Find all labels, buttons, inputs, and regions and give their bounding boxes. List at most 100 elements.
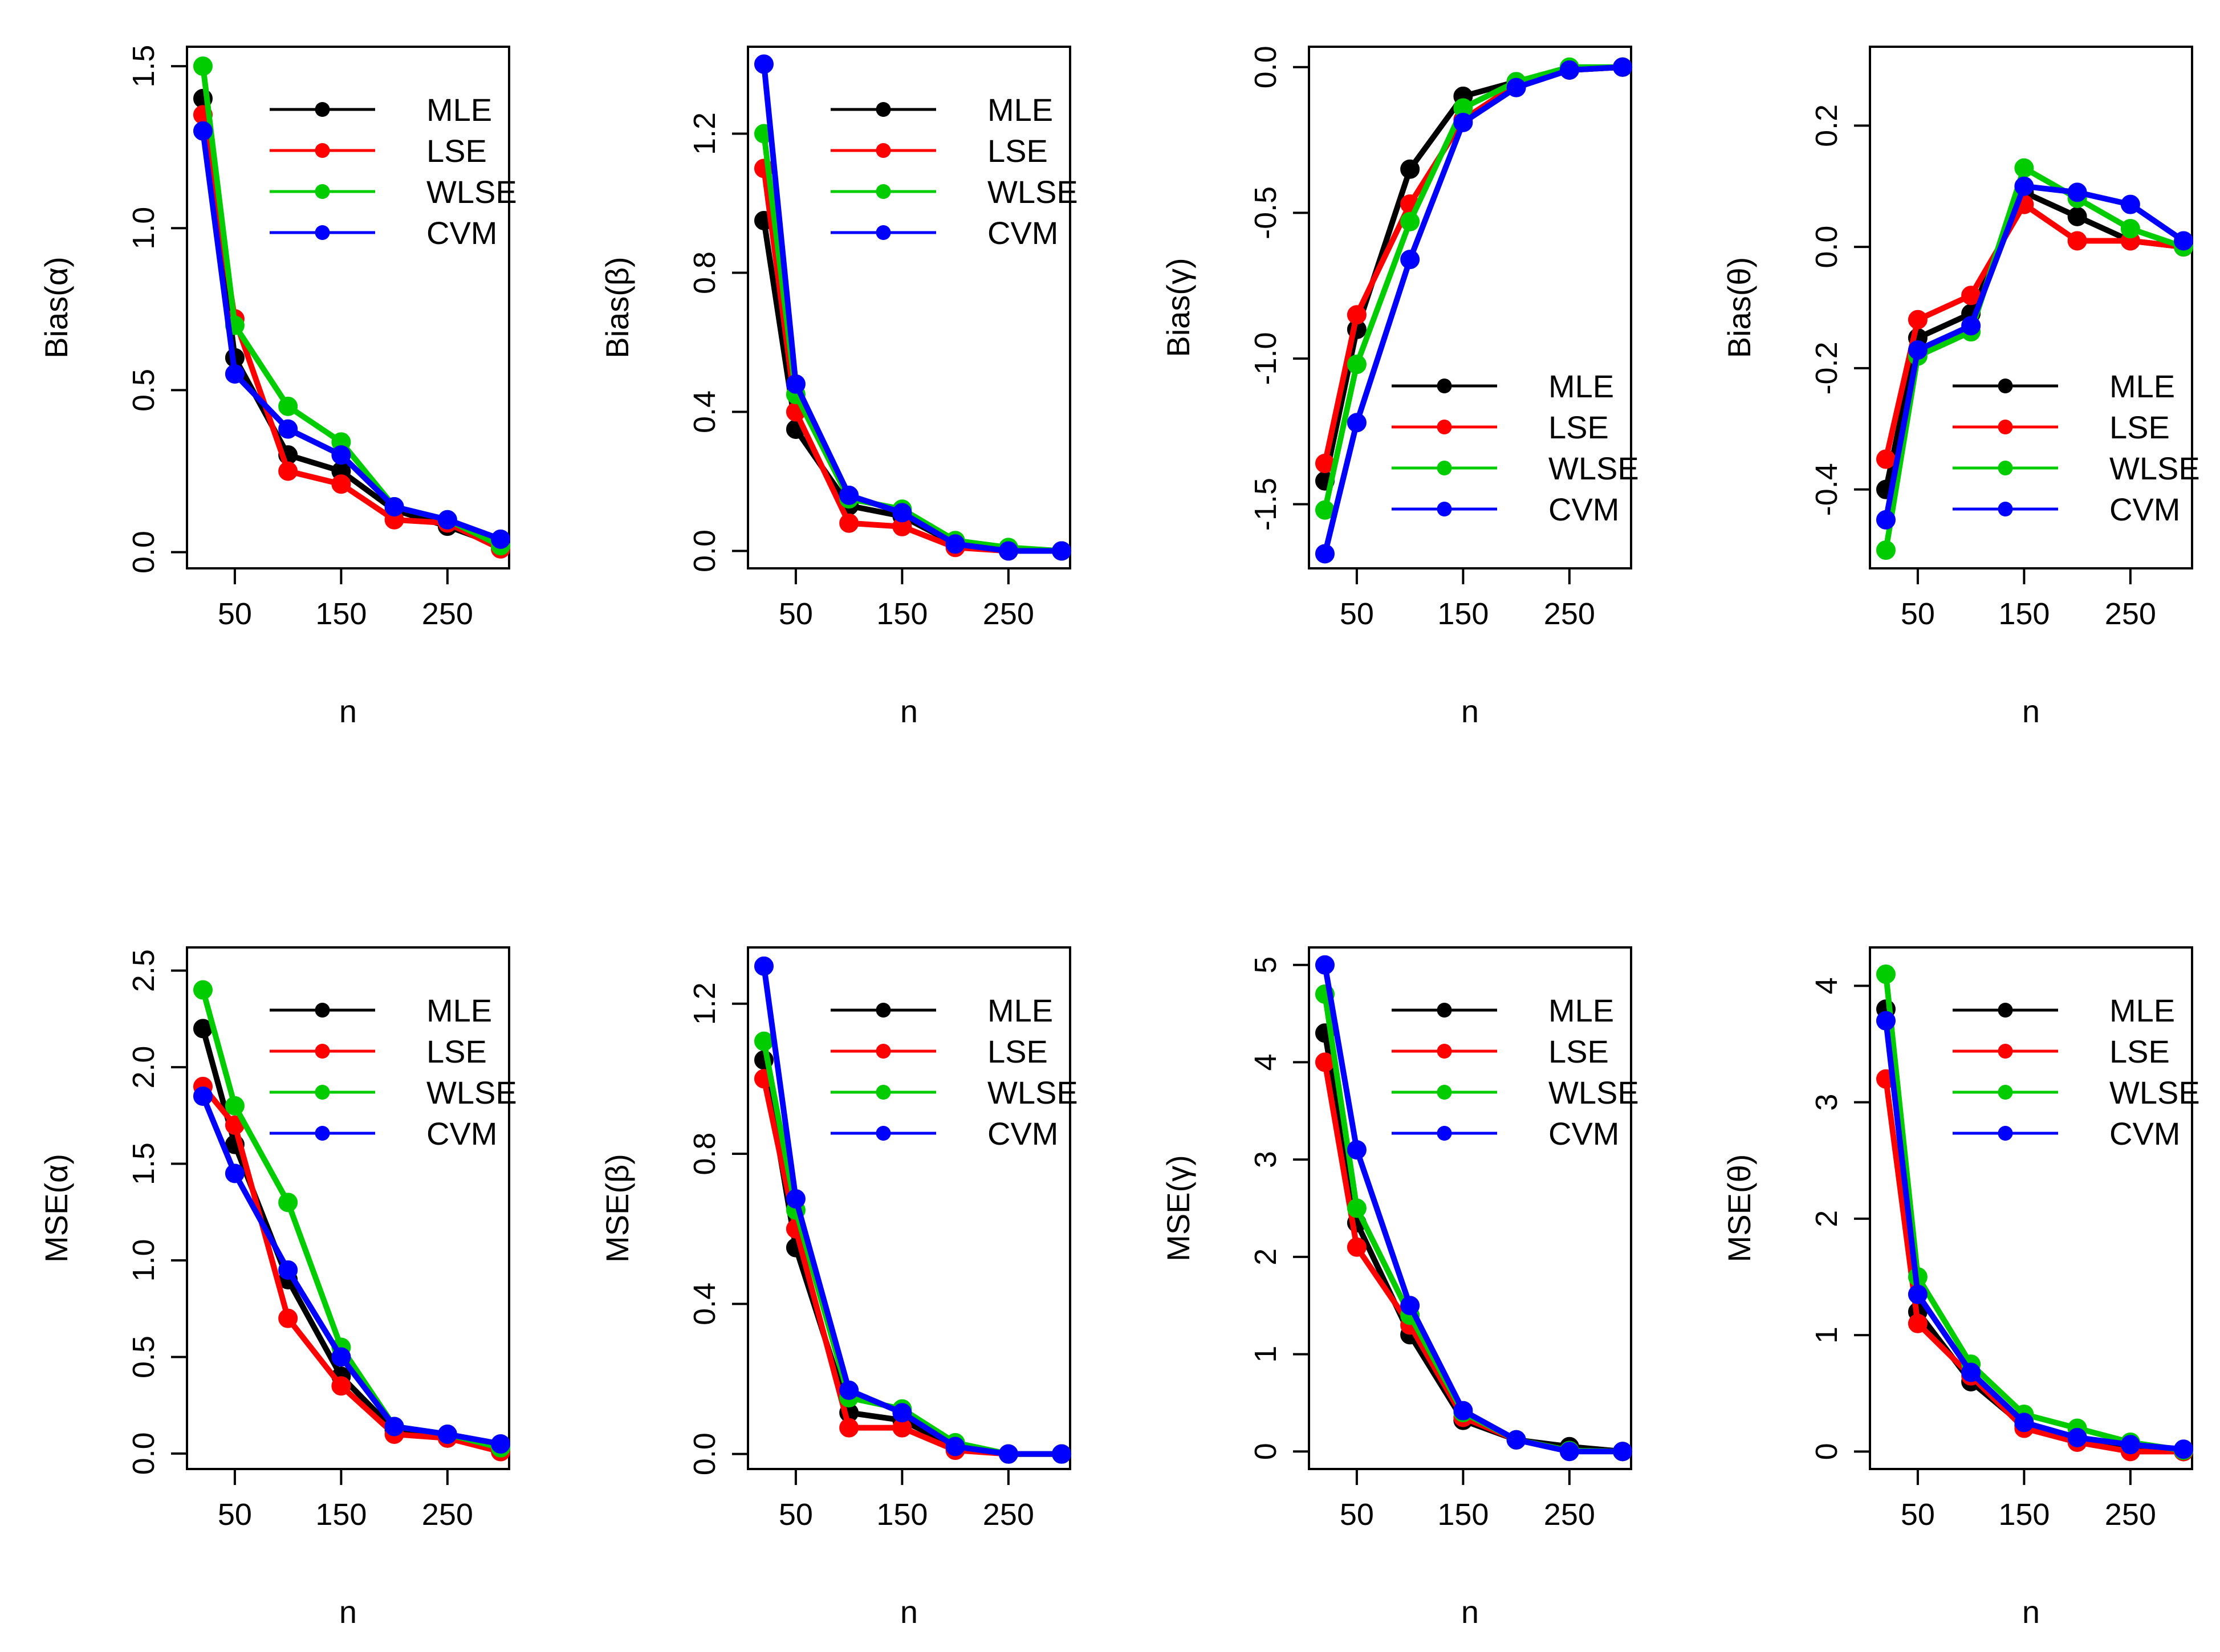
y-tick-label: 1.5 xyxy=(127,45,161,88)
data-point-cvm xyxy=(1506,78,1526,97)
x-tick-label: 150 xyxy=(876,1498,928,1532)
data-point-cvm xyxy=(839,485,859,505)
plot-frame xyxy=(1869,946,2193,1470)
x-tick-label: 150 xyxy=(1998,597,2050,631)
y-tick-label: 0.4 xyxy=(688,390,722,433)
legend-label-wlse: WLSE xyxy=(2109,1075,2200,1110)
data-point-mle xyxy=(193,1019,213,1039)
data-point-cvm xyxy=(786,374,806,394)
y-tick-label: 1 xyxy=(1810,1327,1844,1344)
data-point-wlse xyxy=(225,1096,245,1116)
data-point-cvm xyxy=(1961,316,1981,336)
panel-4: 50 150 250 -0.4 -0.2 0.0 0.2 n Bias(θ) MLE LSE WLSE… xyxy=(1721,46,2200,729)
data-point-cvm xyxy=(786,1189,806,1209)
legend-marker-wlse xyxy=(1998,1085,2013,1100)
legend-label-lse: LSE xyxy=(2109,1033,2170,1069)
data-point-wlse xyxy=(278,396,298,416)
data-point-cvm xyxy=(1347,413,1367,433)
y-axis-label: Bias(α) xyxy=(38,257,74,359)
x-axis-label: n xyxy=(900,693,918,729)
y-tick-label: -0.4 xyxy=(1810,463,1844,516)
x-axis-label: n xyxy=(339,1594,357,1630)
x-axis-label: n xyxy=(900,1594,918,1630)
data-point-cvm xyxy=(892,503,912,523)
legend-marker-lse xyxy=(315,1044,330,1059)
y-tick-label: -0.2 xyxy=(1810,341,1844,394)
data-point-cvm xyxy=(1315,955,1335,975)
legend-marker-cvm xyxy=(1437,1126,1452,1141)
legend-marker-lse xyxy=(315,143,330,158)
y-tick-label: 0.0 xyxy=(127,1432,161,1475)
y-tick-label: 4 xyxy=(1249,1053,1283,1071)
legend-marker-cvm xyxy=(315,225,330,240)
y-tick-label: 0.8 xyxy=(688,251,722,294)
legend-label-cvm: CVM xyxy=(2109,1116,2180,1151)
data-point-lse xyxy=(839,513,859,533)
data-point-cvm xyxy=(1559,1442,1579,1462)
legend-marker-lse xyxy=(876,143,891,158)
legend-marker-cvm xyxy=(315,1126,330,1141)
y-tick-label: 1 xyxy=(1249,1346,1283,1363)
x-tick-label: 150 xyxy=(1437,597,1489,631)
data-point-cvm xyxy=(331,445,351,465)
panel-8: 50 150 250 0 1 2 3 4 n MSE(θ) MLE LSE WLSE CVM xyxy=(1721,946,2200,1630)
data-point-lse xyxy=(1315,453,1335,473)
panel-7: 50 150 250 0 1 2 3 4 5 n MSE(γ) MLE LSE WLSE CVM xyxy=(1160,946,1639,1630)
data-point-cvm xyxy=(1052,1444,1072,1464)
legend-label-wlse: WLSE xyxy=(426,1075,517,1110)
legend-label-lse: LSE xyxy=(2109,409,2170,445)
data-point-cvm xyxy=(2120,194,2140,214)
data-point-wlse xyxy=(1347,1198,1367,1218)
legend-label-wlse: WLSE xyxy=(1548,1075,1639,1110)
x-tick-label: 150 xyxy=(315,597,367,631)
data-point-cvm xyxy=(1613,1442,1633,1462)
data-point-cvm xyxy=(491,529,511,549)
legend-marker-mle xyxy=(876,102,891,117)
data-point-cvm xyxy=(331,1347,351,1367)
legend-marker-mle xyxy=(315,102,330,117)
data-point-mle xyxy=(2067,206,2087,226)
y-tick-label: 2.5 xyxy=(127,949,161,992)
legend-label-wlse: WLSE xyxy=(426,174,517,210)
x-tick-label: 50 xyxy=(218,1498,252,1532)
data-point-cvm xyxy=(1613,57,1633,77)
y-tick-label: -1.0 xyxy=(1249,332,1283,385)
y-tick-label: 1.2 xyxy=(688,982,722,1025)
y-tick-label: 0.5 xyxy=(127,369,161,412)
legend-marker-lse xyxy=(876,1044,891,1059)
data-point-wlse xyxy=(278,1193,298,1212)
legend-label-wlse: WLSE xyxy=(987,174,1078,210)
plot-frame xyxy=(186,46,510,569)
data-point-lse xyxy=(331,474,351,494)
data-point-cvm xyxy=(1052,541,1072,561)
y-tick-label: 1.0 xyxy=(127,207,161,250)
y-tick-label: 3 xyxy=(1249,1151,1283,1168)
legend-label-lse: LSE xyxy=(987,1033,1048,1069)
data-point-cvm xyxy=(754,956,774,976)
legend-marker-lse xyxy=(1437,420,1452,434)
legend-label-lse: LSE xyxy=(987,133,1048,169)
y-axis-label: Bias(β) xyxy=(599,257,635,358)
data-point-cvm xyxy=(278,419,298,439)
legend-marker-lse xyxy=(1437,1044,1452,1059)
legend-marker-lse xyxy=(1998,1044,2013,1059)
data-point-wlse xyxy=(1400,211,1420,231)
data-point-wlse xyxy=(1315,500,1335,520)
legend-label-mle: MLE xyxy=(426,992,492,1028)
panel-1: 50 150 250 0.0 0.5 1.0 1.5 n Bias(α) MLE LSE WLSE CV… xyxy=(38,45,517,729)
panel-5: 50 150 250 0.0 0.5 1.0 1.5 2.0 2.5 n MSE(α) MLE LSE W… xyxy=(38,946,517,1630)
y-tick-label: 0.2 xyxy=(1810,104,1844,147)
data-point-cvm xyxy=(2014,176,2034,196)
x-tick-label: 250 xyxy=(1544,597,1595,631)
data-point-cvm xyxy=(1908,1284,1928,1304)
legend-label-cvm: CVM xyxy=(2109,491,2180,527)
legend-label-cvm: CVM xyxy=(1548,1116,1619,1151)
x-tick-label: 250 xyxy=(2105,1498,2156,1532)
data-point-wlse xyxy=(2014,158,2034,178)
data-point-cvm xyxy=(945,1437,965,1456)
legend-label-lse: LSE xyxy=(426,133,487,169)
plot-frame xyxy=(1308,946,1632,1470)
x-tick-label: 50 xyxy=(1340,597,1374,631)
data-point-cvm xyxy=(437,1425,457,1444)
y-tick-label: 1.2 xyxy=(688,112,722,155)
